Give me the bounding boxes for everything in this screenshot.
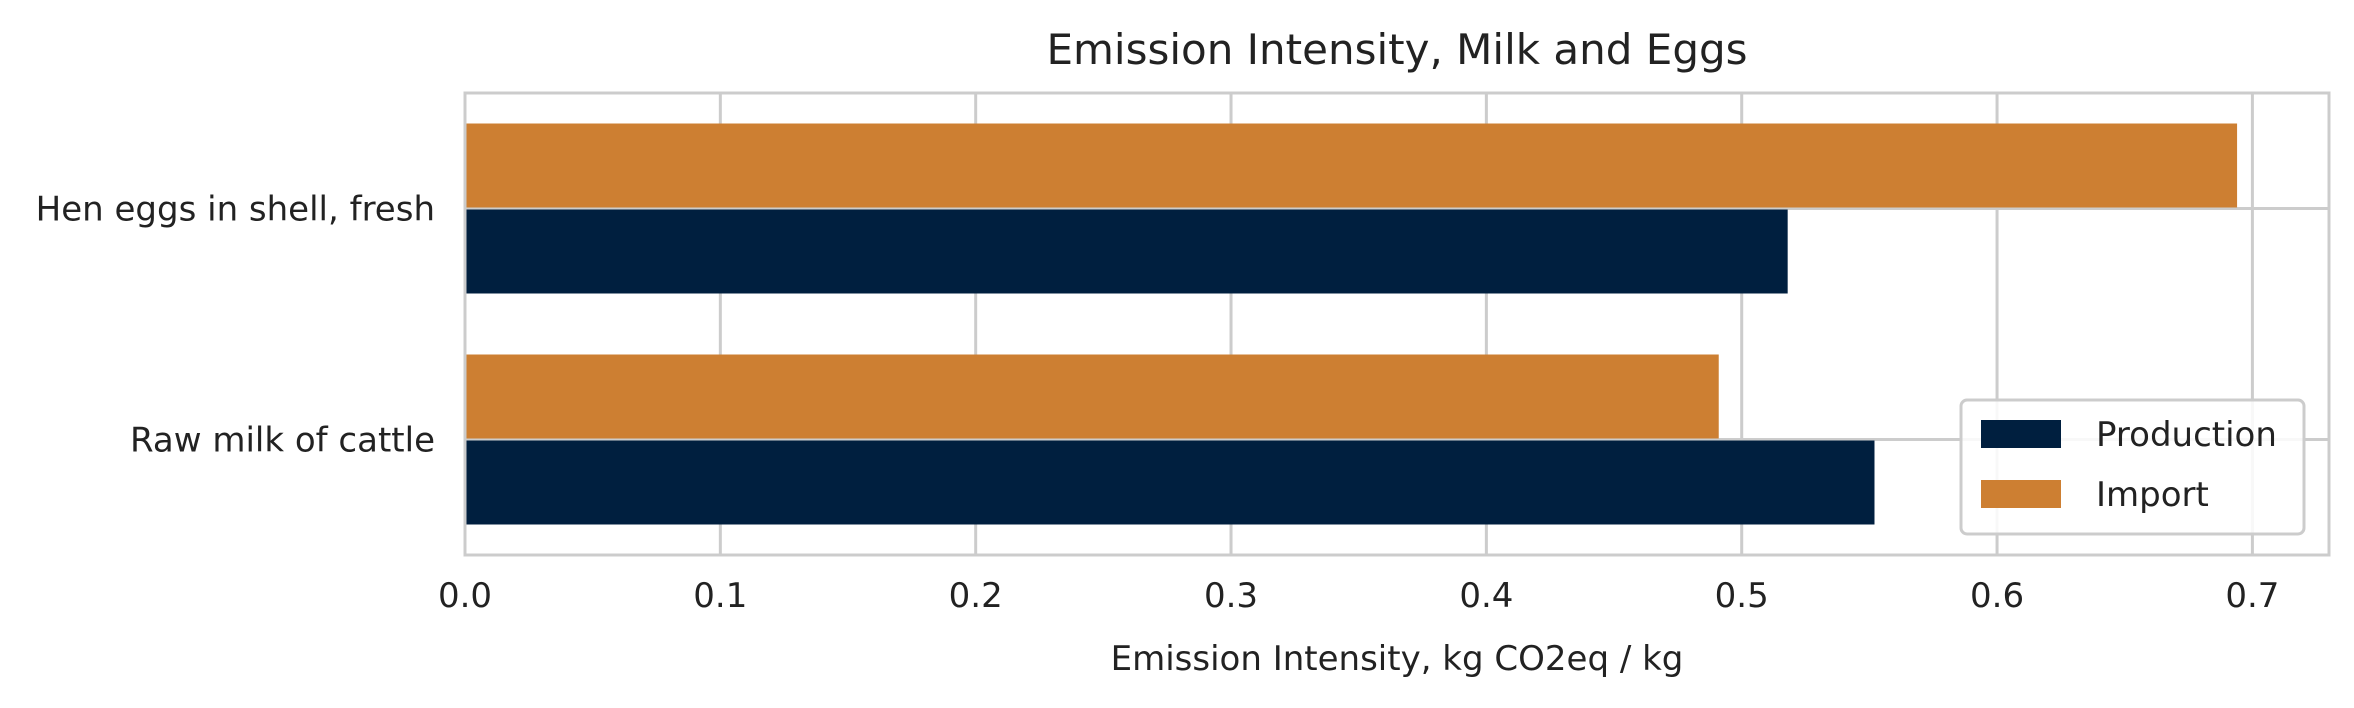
legend-swatch-production [1981,420,2061,448]
bar-production-1 [465,209,1788,294]
bars-group [465,123,2238,525]
x-tick-label: 0.0 [438,576,492,616]
y-tick-labels: Hen eggs in shell, fresh Raw milk of catt… [36,190,435,461]
x-tick-label: 0.7 [2225,576,2279,616]
legend: Production Import [1959,398,2306,536]
legend-swatch-import [1981,480,2061,508]
legend-label-production: Production [2096,415,2277,455]
x-tick-label: 0.3 [1204,576,1258,616]
bar-import-2 [465,354,1719,439]
bar-import-1 [465,123,2238,208]
y-tick-label: Raw milk of cattle [130,421,435,461]
chart-title: Emission Intensity, Milk and Eggs [1046,25,1747,74]
x-tick-label: 0.6 [1970,576,2024,616]
bar-production-2 [465,440,1875,525]
x-axis-label: Emission Intensity, kg CO2eq / kg [1111,639,1684,679]
x-tick-label: 0.2 [949,576,1003,616]
plot-frame [463,91,2331,557]
y-tick-label: Hen eggs in shell, fresh [36,190,435,230]
x-tick-label: 0.1 [693,576,747,616]
legend-label-import: Import [2096,475,2209,515]
x-tick-label: 0.5 [1715,576,1769,616]
x-tick-label: 0.4 [1459,576,1513,616]
x-tick-labels: 0.0 0.1 0.2 0.3 0.4 0.5 0.6 0.7 [438,576,2279,616]
